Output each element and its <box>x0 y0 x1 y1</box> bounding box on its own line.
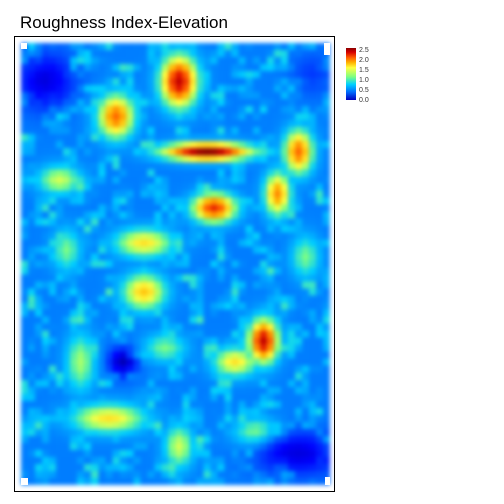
colorbar-gradient <box>346 48 356 100</box>
legend-label: 0.5 <box>359 87 369 94</box>
legend-label: 0.0 <box>359 97 369 104</box>
raster-edge-notch <box>21 43 27 49</box>
raster-canvas <box>21 43 330 485</box>
raster-edge-notch <box>325 477 330 485</box>
map-title: Roughness Index-Elevation <box>20 13 228 32</box>
legend-label: 1.0 <box>359 77 369 84</box>
legend-label: 1.5 <box>359 67 369 74</box>
roughness-raster <box>21 43 330 485</box>
legend-label: 2.5 <box>359 47 369 54</box>
map-panel-frame <box>14 36 335 492</box>
raster-edge-notch <box>324 43 330 55</box>
legend-label: 2.0 <box>359 57 369 64</box>
raster-edge-notch <box>21 478 28 485</box>
colorbar-legend <box>346 48 356 100</box>
